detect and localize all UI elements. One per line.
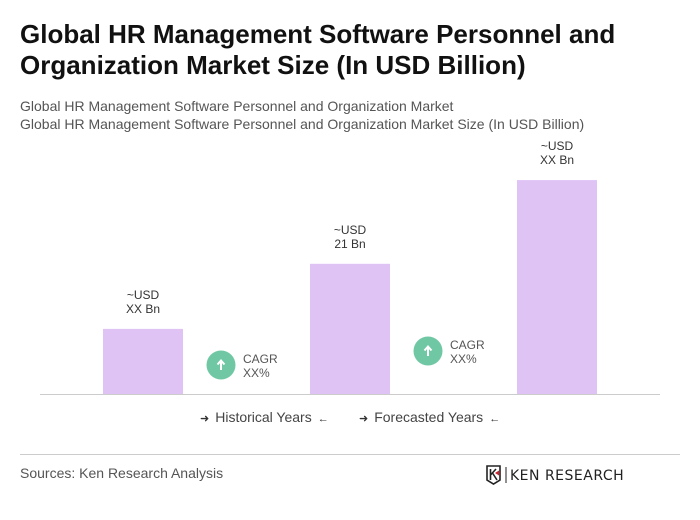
ken-research-logo: KEN RESEARCH bbox=[486, 465, 624, 485]
svg-text:KEN RESEARCH: KEN RESEARCH bbox=[510, 468, 624, 484]
arrow-right-icon: ➜ bbox=[359, 413, 369, 425]
cagr-label: CAGR bbox=[243, 352, 278, 366]
footer-divider bbox=[20, 454, 680, 455]
data-label-3: ~USD bbox=[541, 139, 574, 153]
bar-1 bbox=[103, 328, 183, 394]
chart-subtitle-secondary: Global HR Management Software Personnel … bbox=[20, 116, 585, 132]
arrow-left-icon: ← bbox=[317, 413, 329, 425]
arrow-up-icon bbox=[216, 358, 226, 370]
data-label-1: XX Bn bbox=[126, 302, 160, 316]
data-label-2: 21 Bn bbox=[334, 237, 365, 251]
source-text: Sources: Ken Research Analysis bbox=[20, 465, 224, 481]
arrow-left-icon: ← bbox=[489, 413, 501, 425]
bar-3 bbox=[517, 180, 597, 394]
data-label-3: XX Bn bbox=[540, 153, 574, 167]
legend-historical: ➜ Historical Years ← bbox=[200, 409, 335, 425]
data-label-2: ~USD bbox=[334, 223, 367, 237]
cagr-label: XX% bbox=[243, 366, 270, 380]
cagr-label: XX% bbox=[450, 352, 477, 366]
chart-subtitle: Global HR Management Software Personnel … bbox=[20, 98, 454, 114]
chart-title: Global HR Management Software Personnel … bbox=[20, 19, 616, 80]
data-label-1: ~USD bbox=[127, 288, 160, 302]
legend-forecasted: ➜ Forecasted Years ← bbox=[359, 409, 506, 425]
cagr-label: CAGR bbox=[450, 338, 485, 352]
bar-2 bbox=[310, 263, 390, 394]
legend-forecasted-label: Forecasted Years bbox=[374, 409, 484, 425]
arrow-right-icon: ➜ bbox=[200, 413, 210, 425]
arrow-up-icon bbox=[423, 344, 433, 356]
legend-historical-label: Historical Years bbox=[215, 409, 312, 425]
